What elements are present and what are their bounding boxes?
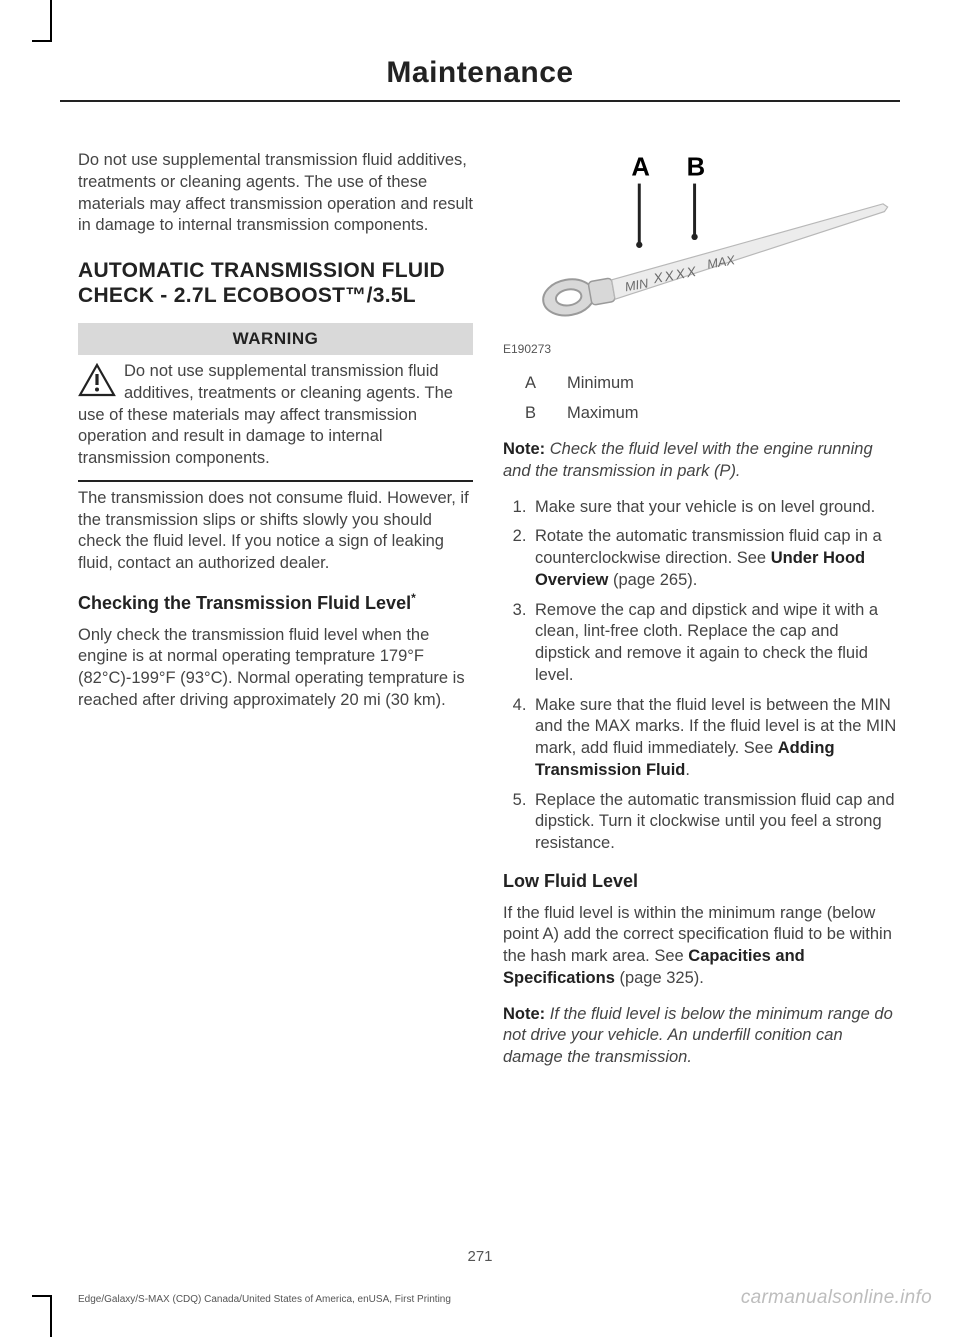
legend-key: B <box>525 403 543 425</box>
asterisk: * <box>411 591 416 605</box>
check-level-paragraph: Only check the transmission fluid level … <box>78 625 473 712</box>
step-5: Replace the automatic transmission fluid… <box>531 790 898 855</box>
low-fluid-paragraph: If the fluid level is within the minimum… <box>503 903 898 990</box>
crop-mark-tl <box>32 0 52 42</box>
note-text: Check the fluid level with the engine ru… <box>503 440 873 480</box>
step-3: Remove the cap and dipstick and wipe it … <box>531 600 898 687</box>
note-underfill: Note: If the fluid level is below the mi… <box>503 1004 898 1069</box>
section-heading: AUTOMATIC TRANSMISSION FLUID CHECK - 2.7… <box>78 259 473 309</box>
step-text: (page 265). <box>608 571 697 589</box>
dipstick-illustration: A B MIN XXXX <box>503 150 898 338</box>
step-4: Make sure that the fluid level is betwee… <box>531 695 898 782</box>
step-text: Make sure that the fluid level is betwee… <box>535 696 896 758</box>
figure-id: E190273 <box>503 342 898 358</box>
dipstick-figure: A B MIN XXXX <box>503 150 898 338</box>
fig-label-a: A <box>631 154 650 182</box>
subheading-low-fluid: Low Fluid Level <box>503 871 898 893</box>
left-column: Do not use supplemental transmission flu… <box>78 150 473 1083</box>
warning-text: Do not use supplemental transmission flu… <box>78 362 453 467</box>
fig-label-b: B <box>687 154 706 182</box>
legend-value: Maximum <box>567 403 639 425</box>
warning-label: WARNING <box>78 323 473 355</box>
content-columns: Do not use supplemental transmission flu… <box>0 102 960 1083</box>
steps-list: Make sure that your vehicle is on level … <box>503 497 898 855</box>
page-number: 271 <box>0 1248 960 1265</box>
transmission-paragraph: The transmission does not consume fluid.… <box>78 488 473 575</box>
note-text: If the fluid level is below the minimum … <box>503 1005 893 1067</box>
legend-row-b: B Maximum <box>525 403 898 425</box>
subheading-text: Checking the Transmission Fluid Level <box>78 593 411 613</box>
note-label: Note: <box>503 440 545 458</box>
intro-paragraph: Do not use supplemental transmission flu… <box>78 150 473 237</box>
step-text: . <box>685 761 690 779</box>
crop-mark-bl <box>32 1295 52 1337</box>
step-text: Remove the cap and dipstick and wipe it … <box>535 601 878 684</box>
right-column: A B MIN XXXX <box>503 150 898 1083</box>
warning-box: WARNING Do not use supplemental transmis… <box>78 323 473 482</box>
legend-key: A <box>525 373 543 395</box>
figure-legend: A Minimum B Maximum <box>525 373 898 425</box>
footer-imprint: Edge/Galaxy/S-MAX (CDQ) Canada/United St… <box>78 1294 451 1305</box>
legend-row-a: A Minimum <box>525 373 898 395</box>
low-fluid-text: (page 325). <box>615 969 704 987</box>
step-text: Make sure that your vehicle is on level … <box>535 498 875 516</box>
note-label: Note: <box>503 1005 545 1023</box>
step-1: Make sure that your vehicle is on level … <box>531 497 898 519</box>
dipstick-min-text: MIN <box>624 275 650 294</box>
step-text: Replace the automatic transmission fluid… <box>535 791 895 853</box>
subheading-check-level: Checking the Transmission Fluid Level* <box>78 591 473 615</box>
warning-triangle-icon <box>78 363 116 397</box>
step-2: Rotate the automatic transmission fluid … <box>531 526 898 591</box>
note-check-fluid: Note: Check the fluid level with the eng… <box>503 439 898 483</box>
page-title: Maintenance <box>0 0 960 90</box>
footer-watermark: carmanualsonline.info <box>741 1287 932 1309</box>
warning-body: Do not use supplemental transmission flu… <box>78 355 473 482</box>
legend-value: Minimum <box>567 373 634 395</box>
